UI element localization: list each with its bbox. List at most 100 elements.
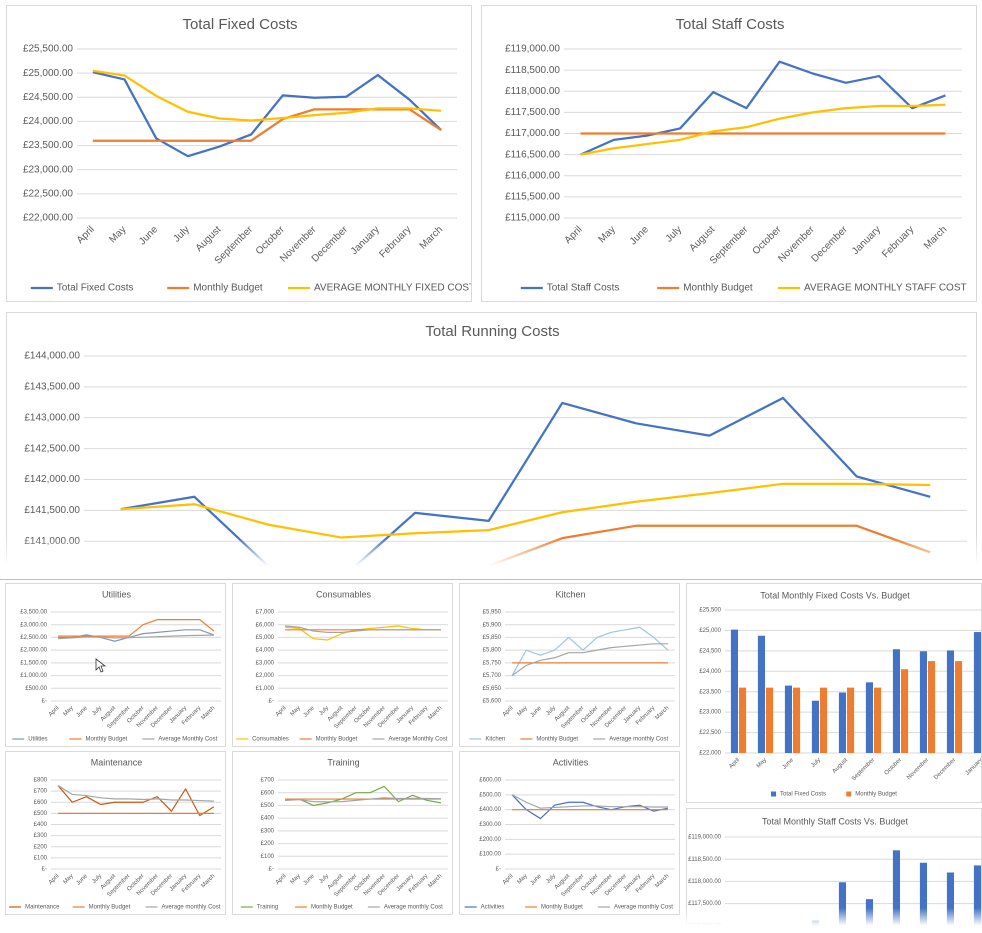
x-tick-label: July [171,224,191,244]
y-tick-label: £5,850 [483,635,502,641]
bar [955,661,963,753]
x-tick-label: January [965,757,982,776]
chart-panel: Kitchen £5,600 £5,650 £5,700 £5,750 £5,800 £5,… [459,583,680,747]
y-tick-label: £- [42,699,47,705]
y-tick-label: £700 [261,778,275,784]
x-tick-label: April [48,873,61,886]
y-tick-label: £117,500.00 [505,107,560,118]
chart-title: Kitchen [555,589,585,599]
chart: Total Staff Costs £115,000.00 £115,500.00 £… [505,16,967,294]
y-tick-label: £117,000.00 [505,128,560,139]
y-tick-label: £22,500.00 [23,188,73,199]
y-tick-label: £4,000 [256,648,275,654]
bar [919,651,927,753]
x-tick-label: April [563,224,585,246]
y-tick-label: £117,500.00 [688,901,722,907]
x-tick-label: March [427,873,443,889]
x-tick-label: July [664,224,684,244]
bar [919,862,927,933]
y-tick-label: £144,000.00 [24,351,80,362]
x-tick-label: January [850,224,883,257]
bar [973,632,981,753]
chart: Consumables £- £1,000 £2,000 £3,000 £4,000 £5,… [236,589,448,743]
x-tick-label: June [137,224,160,247]
y-tick-label: £115,500.00 [505,192,560,203]
y-tick-label: £7,000 [256,610,275,616]
legend-label: Monthly Budget [855,792,897,798]
y-tick-label: £5,900 [483,622,502,628]
bar [901,669,909,753]
y-tick-label: £100 [261,854,275,860]
line-series [580,103,946,156]
legend-label: Average monthly Cost [614,905,673,911]
chart-panel: Maintenance £- £100 £200 £300 £400 £500 £600 £70… [5,751,226,915]
x-tick-label: March [654,705,670,721]
legend-label: Total Fixed Costs [780,792,826,798]
y-tick-label: £143,000.00 [24,412,80,423]
line-series [285,625,441,641]
x-tick-label: March [418,224,445,251]
line-series [58,619,215,637]
section-divider [0,579,982,580]
y-tick-label: £5,650 [483,686,502,692]
y-tick-label: £500 [34,811,48,817]
legend-label: Total Fixed Costs [57,283,134,294]
y-tick-label: £118,000.00 [688,879,722,885]
cursor [95,658,107,673]
bar [946,650,954,753]
line-series [285,785,442,807]
bar [739,687,747,753]
legend-label: Average monthly Cost [609,737,668,743]
y-tick-label: £23,000.00 [23,164,73,175]
chart-title: Total Fixed Costs [182,16,297,33]
y-tick-label: £500 [261,803,275,809]
bar [973,865,981,933]
legend-swatch [846,791,852,797]
y-tick-label: £22,000 [699,751,721,757]
y-tick-label: £6,000 [256,622,275,628]
bar [865,682,873,753]
x-tick-label: March [654,873,670,889]
y-tick-label: £1,500.00 [20,660,47,666]
legend-label: Monthly Budget [536,737,578,743]
legend-label: Kitchen [485,737,505,743]
legend-label: Monthly Budget [311,905,353,911]
y-tick-label: £200 [34,844,48,850]
legend-label: Utilities [28,737,47,743]
chart-panel: Training £- £100 £200 £300 £400 £500 £600 £700 Ap… [232,751,453,915]
y-tick-label: £300.00 [479,822,501,828]
y-tick-label: £23,500 [699,689,721,695]
x-tick-label: July [545,873,557,885]
legend-swatch [771,791,777,797]
line-series [58,634,214,640]
y-tick-label: £3,000.00 [20,622,47,628]
legend-label: Total Staff Costs [547,283,620,294]
x-tick-label: May [290,873,302,885]
y-tick-label: £5,600 [483,699,502,705]
chart-title: Total Monthly Staff Costs Vs. Budget [762,816,908,826]
y-tick-label: £119,000.00 [505,44,560,55]
x-tick-label: July [318,705,330,717]
y-tick-label: £800 [34,778,48,784]
bar [820,687,828,753]
y-tick-label: £2,000 [256,673,275,679]
chart-panel: Total Monthly Fixed Costs Vs. Budget £22,… [686,583,982,803]
bar [766,687,774,753]
y-tick-label: £200.00 [479,837,501,843]
y-tick-label: £700 [34,789,48,795]
x-tick-label: February [377,224,413,260]
y-tick-label: £142,500.00 [24,443,80,454]
legend-label: Average Monthly Cost [389,737,448,743]
chart-title: Maintenance [91,757,143,767]
fade [0,538,982,578]
bar [784,685,792,753]
y-tick-label: £23,000 [699,710,721,716]
x-tick-label: June [303,873,317,887]
y-tick-label: £5,800 [483,648,502,654]
legend-label: Average Monthly Cost [158,737,217,743]
legend-label: Monthly Budget [316,737,358,743]
legend-label: Training [257,905,278,911]
x-tick-label: April [275,705,288,718]
chart: Total Fixed Costs £22,000.00 £22,500.00 £23… [23,16,471,294]
y-tick-label: £23,500.00 [23,140,73,151]
